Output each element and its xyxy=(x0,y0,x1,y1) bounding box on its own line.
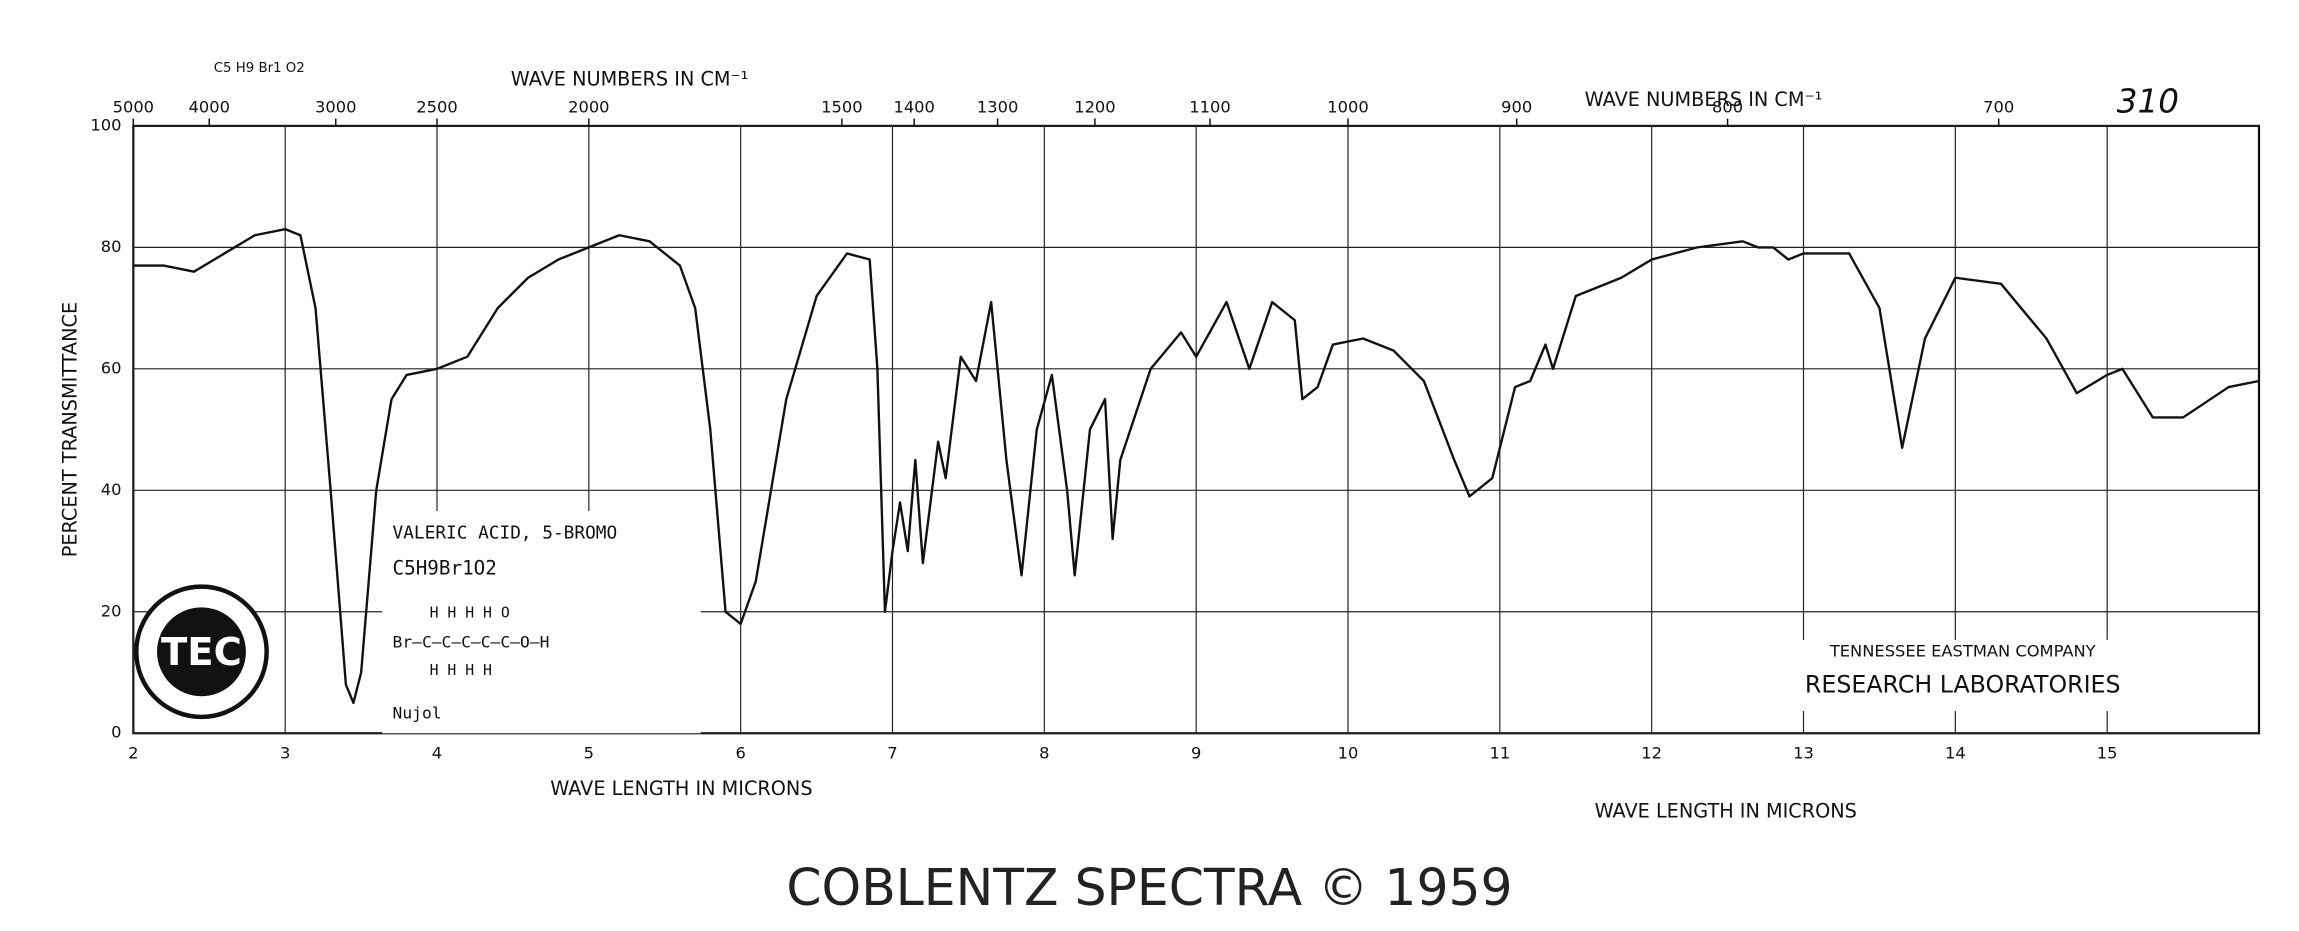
sheet-number: 310 xyxy=(2117,83,2179,121)
y-axis-label: PERCENT TRANSMITTANCE xyxy=(59,302,82,557)
y-tick-label: 0 xyxy=(111,723,121,742)
x2-tick-label: 1000 xyxy=(1327,98,1368,117)
x-tick-label: 13 xyxy=(1793,743,1814,762)
x-tick-label: 10 xyxy=(1338,743,1359,762)
x-tick-label: 6 xyxy=(735,743,745,762)
x-tick-label: 14 xyxy=(1945,743,1966,762)
x2-tick-label: 900 xyxy=(1501,98,1532,117)
x-tick-label: 8 xyxy=(1039,743,1049,762)
x2-tick-label: 3000 xyxy=(315,98,356,117)
spectrum-line xyxy=(133,227,2260,705)
compound-box xyxy=(382,511,701,734)
x-axis-label: WAVE LENGTH IN MICRONS xyxy=(1595,799,1857,822)
x2-tick-label: 1100 xyxy=(1189,98,1230,117)
y-tick-label: 40 xyxy=(101,480,122,499)
x-tick-label: 5 xyxy=(584,743,594,762)
x-tick-label: 3 xyxy=(280,743,290,762)
compound-formula: C5H9Br1O2 xyxy=(393,556,497,579)
x-tick-label: 2 xyxy=(128,743,138,762)
logo-text: TEC xyxy=(161,630,242,675)
x2-tick-label: 800 xyxy=(1712,98,1743,117)
x2-tick-label: 2000 xyxy=(568,98,609,117)
y-tick-label: 100 xyxy=(90,115,121,134)
y-tick-label: 80 xyxy=(101,237,122,256)
x-tick-label: 15 xyxy=(2097,743,2118,762)
x-tick-label: 11 xyxy=(1489,743,1510,762)
x2-tick-label: 1400 xyxy=(893,98,934,117)
x-tick-label: 4 xyxy=(432,743,442,762)
x2-tick-label: 1300 xyxy=(977,98,1018,117)
structure-top: H H H H O xyxy=(430,604,510,621)
x2-tick-label: 5000 xyxy=(113,98,154,117)
x-axis-label: WAVE LENGTH IN MICRONS xyxy=(550,777,812,800)
lab: RESEARCH LABORATORIES xyxy=(1805,670,2121,698)
medium: Nujol xyxy=(393,703,442,722)
company: TENNESSEE EASTMAN COMPANY xyxy=(1829,641,2096,660)
footer: COBLENTZ SPECTRA © 1959 xyxy=(786,858,1512,917)
y-tick-label: 60 xyxy=(101,358,122,377)
structure-bottom: H H H H xyxy=(430,662,492,679)
y-tick-label: 20 xyxy=(101,601,122,620)
x-tick-label: 7 xyxy=(887,743,897,762)
x2-tick-label: 4000 xyxy=(189,98,230,117)
x2-tick-label: 1200 xyxy=(1074,98,1115,117)
top-formula: C5 H9 Br1 O2 xyxy=(214,61,305,76)
x-tick-label: 9 xyxy=(1191,743,1201,762)
logo-center xyxy=(157,607,246,697)
x2-tick-label: 700 xyxy=(1983,98,2014,117)
x-tick-label: 12 xyxy=(1641,743,1662,762)
top-axis-label: WAVE NUMBERS IN CM⁻¹ xyxy=(1585,88,1823,111)
compound-name: VALERIC ACID, 5-BROMO xyxy=(393,523,618,543)
x2-tick-label: 1500 xyxy=(821,98,862,117)
top-axis-label: WAVE NUMBERS IN CM⁻¹ xyxy=(511,67,749,90)
structure-main: Br—C—C—C—C—C—O—H xyxy=(393,632,550,651)
x2-tick-label: 2500 xyxy=(416,98,457,117)
company-box xyxy=(1792,639,2126,712)
